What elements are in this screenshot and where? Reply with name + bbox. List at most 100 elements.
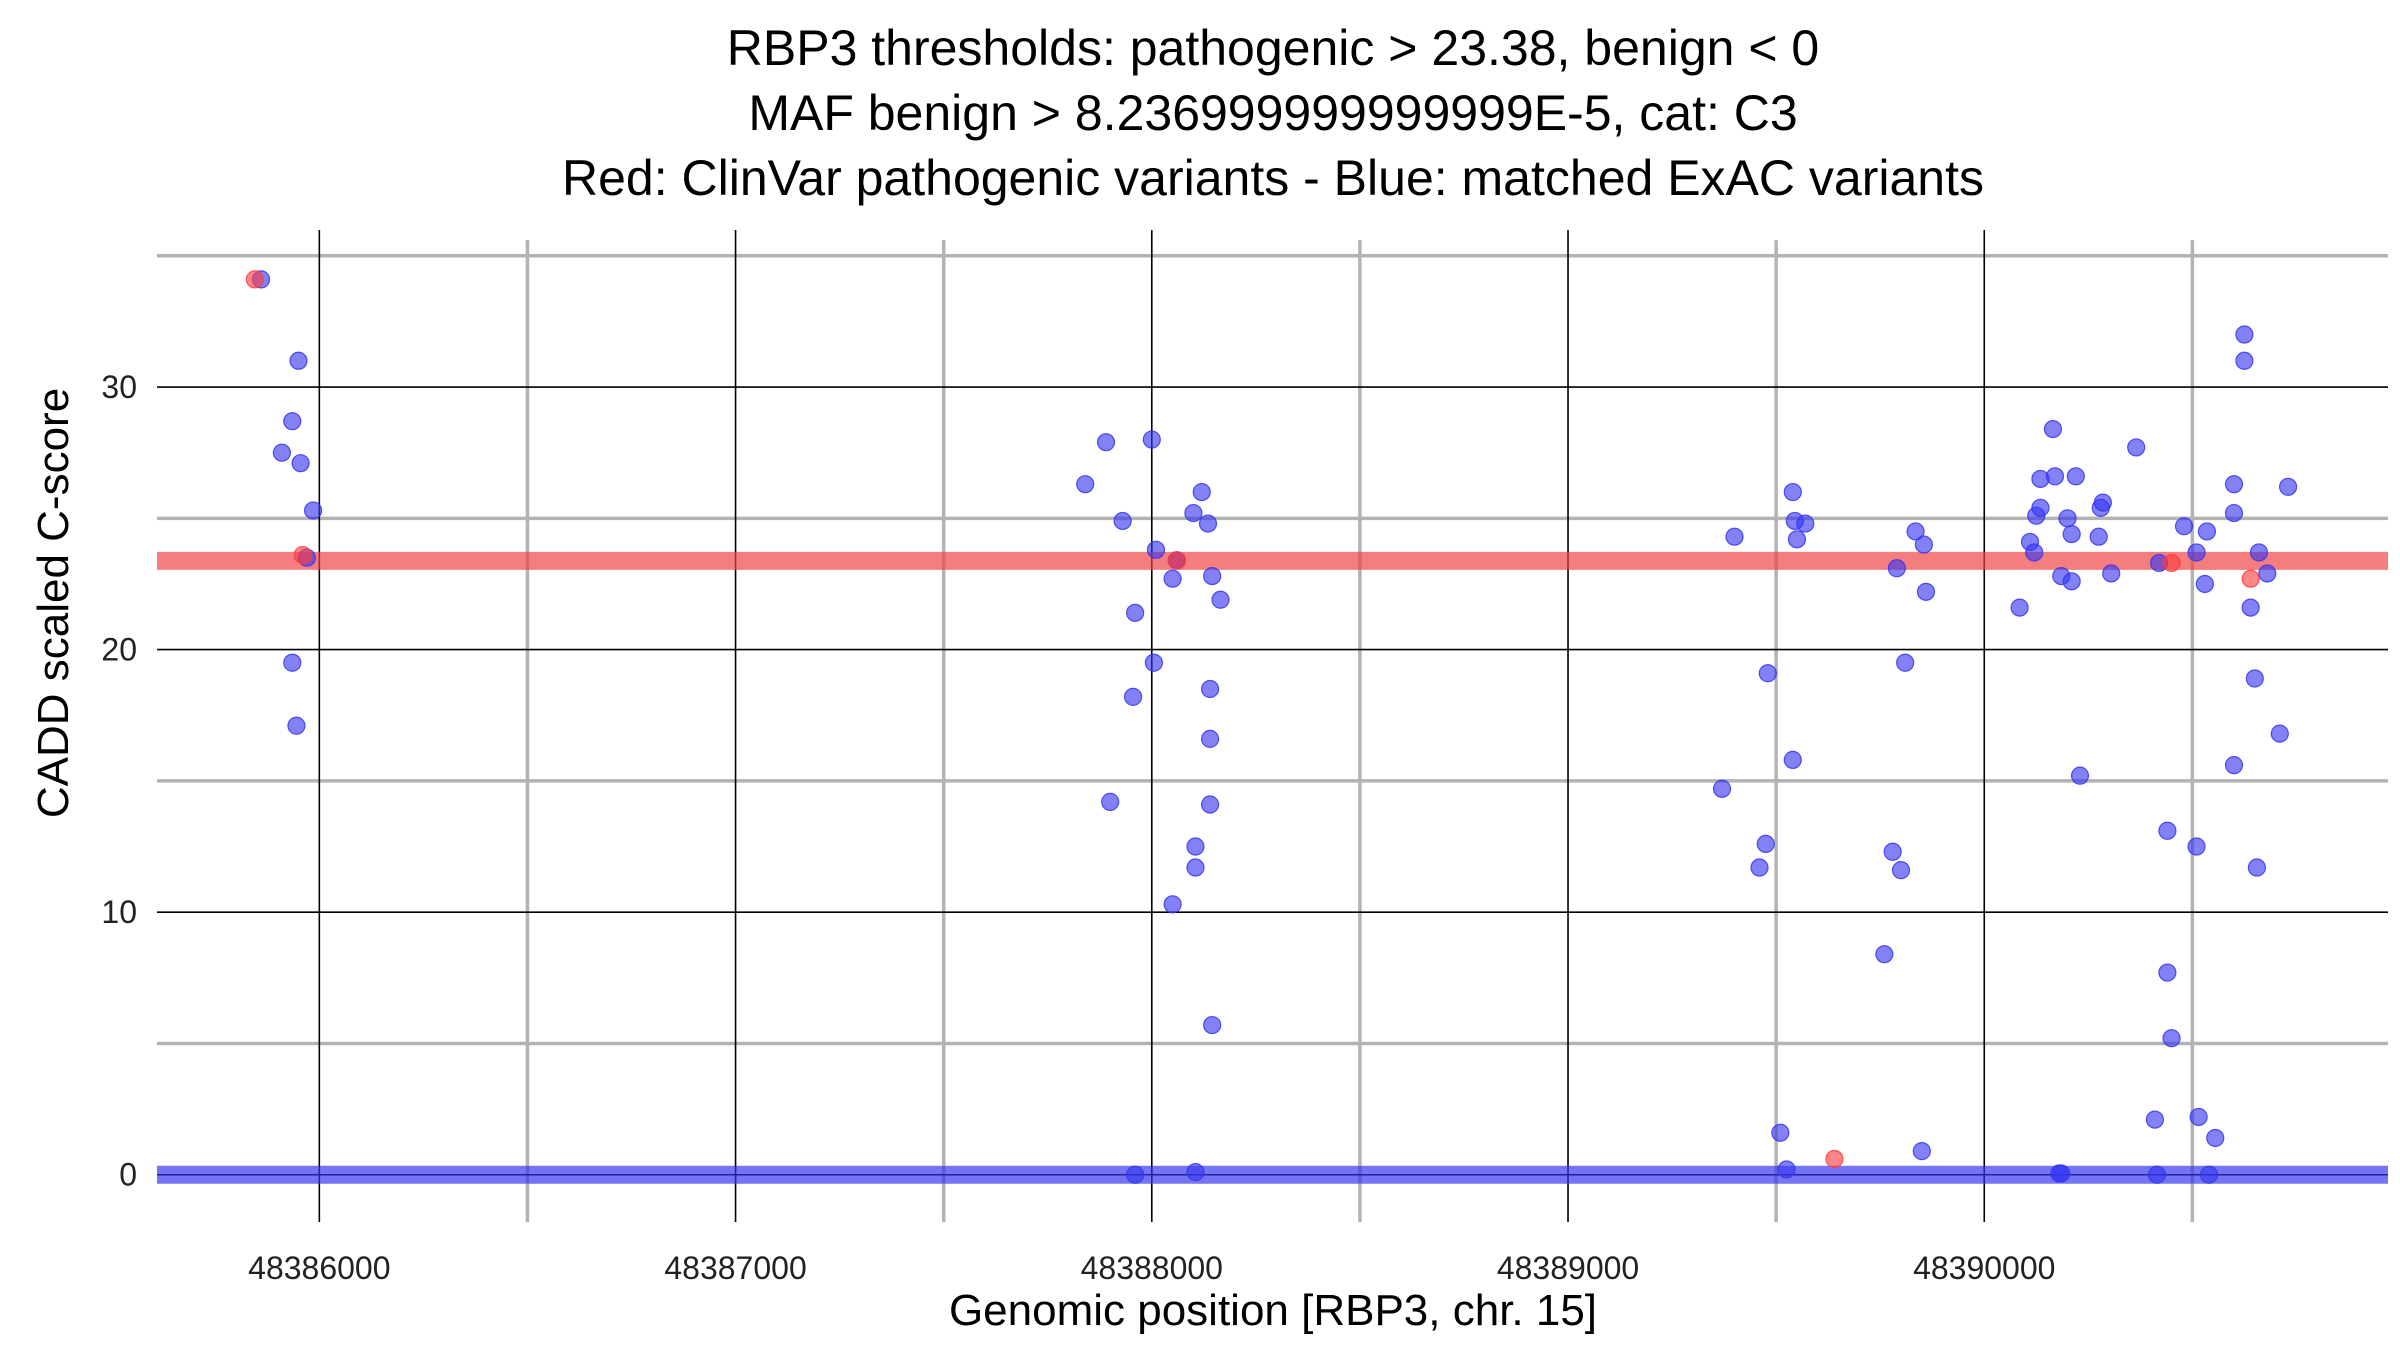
exac-point	[2199, 1165, 2219, 1184]
exac-point	[2197, 522, 2217, 541]
clinvar-point	[293, 545, 312, 565]
exac-point	[283, 653, 302, 672]
x-tick-label: 48387000	[664, 1250, 806, 1286]
exac-point	[1200, 679, 1220, 699]
exac-point	[2043, 419, 2063, 439]
exac-point	[2195, 574, 2214, 594]
y-axis-title: CADD scaled C-score	[29, 388, 78, 818]
exac-point	[2235, 325, 2254, 344]
clinvar-point	[245, 270, 264, 289]
exac-point	[2224, 503, 2244, 523]
exac-point	[2031, 498, 2050, 517]
exac-point	[1146, 540, 1166, 559]
exac-point	[1796, 514, 1815, 533]
exac-point	[283, 412, 302, 431]
exac-point	[2224, 475, 2244, 494]
x-axis-tick-labels: 48386000 48387000 48388000 48389000 48390000	[248, 1250, 2055, 1286]
exac-point	[2241, 598, 2260, 617]
exac-point	[1163, 895, 1182, 914]
exac-point	[2127, 438, 2146, 457]
exac-point	[1198, 514, 1218, 533]
exac-point	[1783, 482, 1802, 502]
exac-point	[2247, 858, 2266, 877]
exac-point	[1203, 1015, 1222, 1035]
exac-point	[1126, 1165, 1145, 1184]
exac-point	[2070, 766, 2090, 785]
exac-point	[2158, 963, 2177, 982]
exac-point	[1096, 433, 1116, 452]
exac-point	[1750, 858, 1769, 877]
exac-point	[1184, 503, 1203, 523]
exac-point	[2062, 572, 2081, 591]
data-points	[245, 270, 2298, 1184]
x-tick-label: 48388000	[1081, 1250, 1223, 1286]
exac-point	[2235, 351, 2254, 370]
threshold-lines	[157, 551, 2388, 1184]
y-tick-label: 10	[101, 894, 137, 930]
exac-point	[1891, 861, 1911, 880]
title-line-2: MAF benign > 8.236999999999999E-5, cat: …	[748, 85, 1797, 141]
title-line-1: RBP3 thresholds: pathogenic > 23.38, ben…	[727, 20, 1819, 76]
y-tick-label: 30	[101, 369, 137, 405]
exac-point	[2245, 669, 2264, 688]
y-tick-label: 20	[101, 632, 137, 668]
exac-point	[2089, 527, 2108, 546]
exac-point	[1725, 527, 1744, 546]
x-tick-label: 48390000	[1913, 1250, 2055, 1286]
exac-point	[287, 716, 306, 735]
exac-point	[1887, 559, 1906, 578]
exac-point	[2270, 724, 2289, 743]
exac-point	[2187, 837, 2206, 856]
exac-point	[2102, 564, 2121, 583]
exac-point	[2249, 543, 2269, 562]
exac-point	[1771, 1123, 1790, 1142]
exac-point	[1906, 522, 1925, 541]
exac-point	[1875, 945, 1894, 964]
clinvar-point	[1167, 551, 1186, 570]
exac-point	[272, 443, 291, 462]
exac-point	[1712, 779, 1732, 798]
major-gridlines	[157, 230, 2388, 1222]
exac-point	[2206, 1128, 2225, 1148]
exac-point	[2010, 598, 2029, 617]
exac-point	[1912, 1142, 1931, 1161]
title-line-3: Red: ClinVar pathogenic variants - Blue:…	[562, 150, 1984, 206]
exac-point	[2147, 1165, 2167, 1184]
exac-point	[2187, 543, 2206, 562]
chart-title: RBP3 thresholds: pathogenic > 23.38, ben…	[562, 20, 1984, 206]
clinvar-point	[2241, 569, 2260, 588]
exac-point	[1758, 664, 1777, 683]
exac-point	[1144, 653, 1163, 672]
x-tick-label: 48386000	[248, 1250, 390, 1286]
exac-point	[2189, 1107, 2208, 1127]
exac-point	[2066, 467, 2085, 486]
exac-point	[1186, 858, 1205, 877]
exac-point	[1186, 1163, 1205, 1182]
exac-point	[2174, 517, 2194, 536]
exac-point	[1777, 1160, 1796, 1179]
exac-point	[1200, 795, 1220, 814]
exac-point	[2258, 564, 2277, 583]
exac-point	[1192, 482, 1211, 502]
exac-point	[1101, 792, 1120, 811]
exac-point	[2158, 821, 2177, 840]
exac-point	[2058, 509, 2077, 528]
exac-point	[2062, 524, 2081, 544]
exac-point	[1113, 511, 1132, 531]
exac-point	[1783, 750, 1802, 769]
exac-point	[2093, 493, 2112, 512]
exac-point	[291, 454, 310, 473]
exac-point	[1914, 535, 1934, 554]
exac-point	[303, 501, 323, 520]
exac-point	[2279, 477, 2298, 496]
exac-point	[2145, 1110, 2165, 1129]
exac-point	[1883, 842, 1902, 861]
exac-point	[1200, 729, 1220, 748]
exac-point	[2045, 467, 2065, 486]
exac-point	[1163, 569, 1182, 588]
exac-point	[1203, 566, 1222, 586]
exac-point	[1123, 687, 1143, 706]
exac-point	[289, 351, 308, 370]
